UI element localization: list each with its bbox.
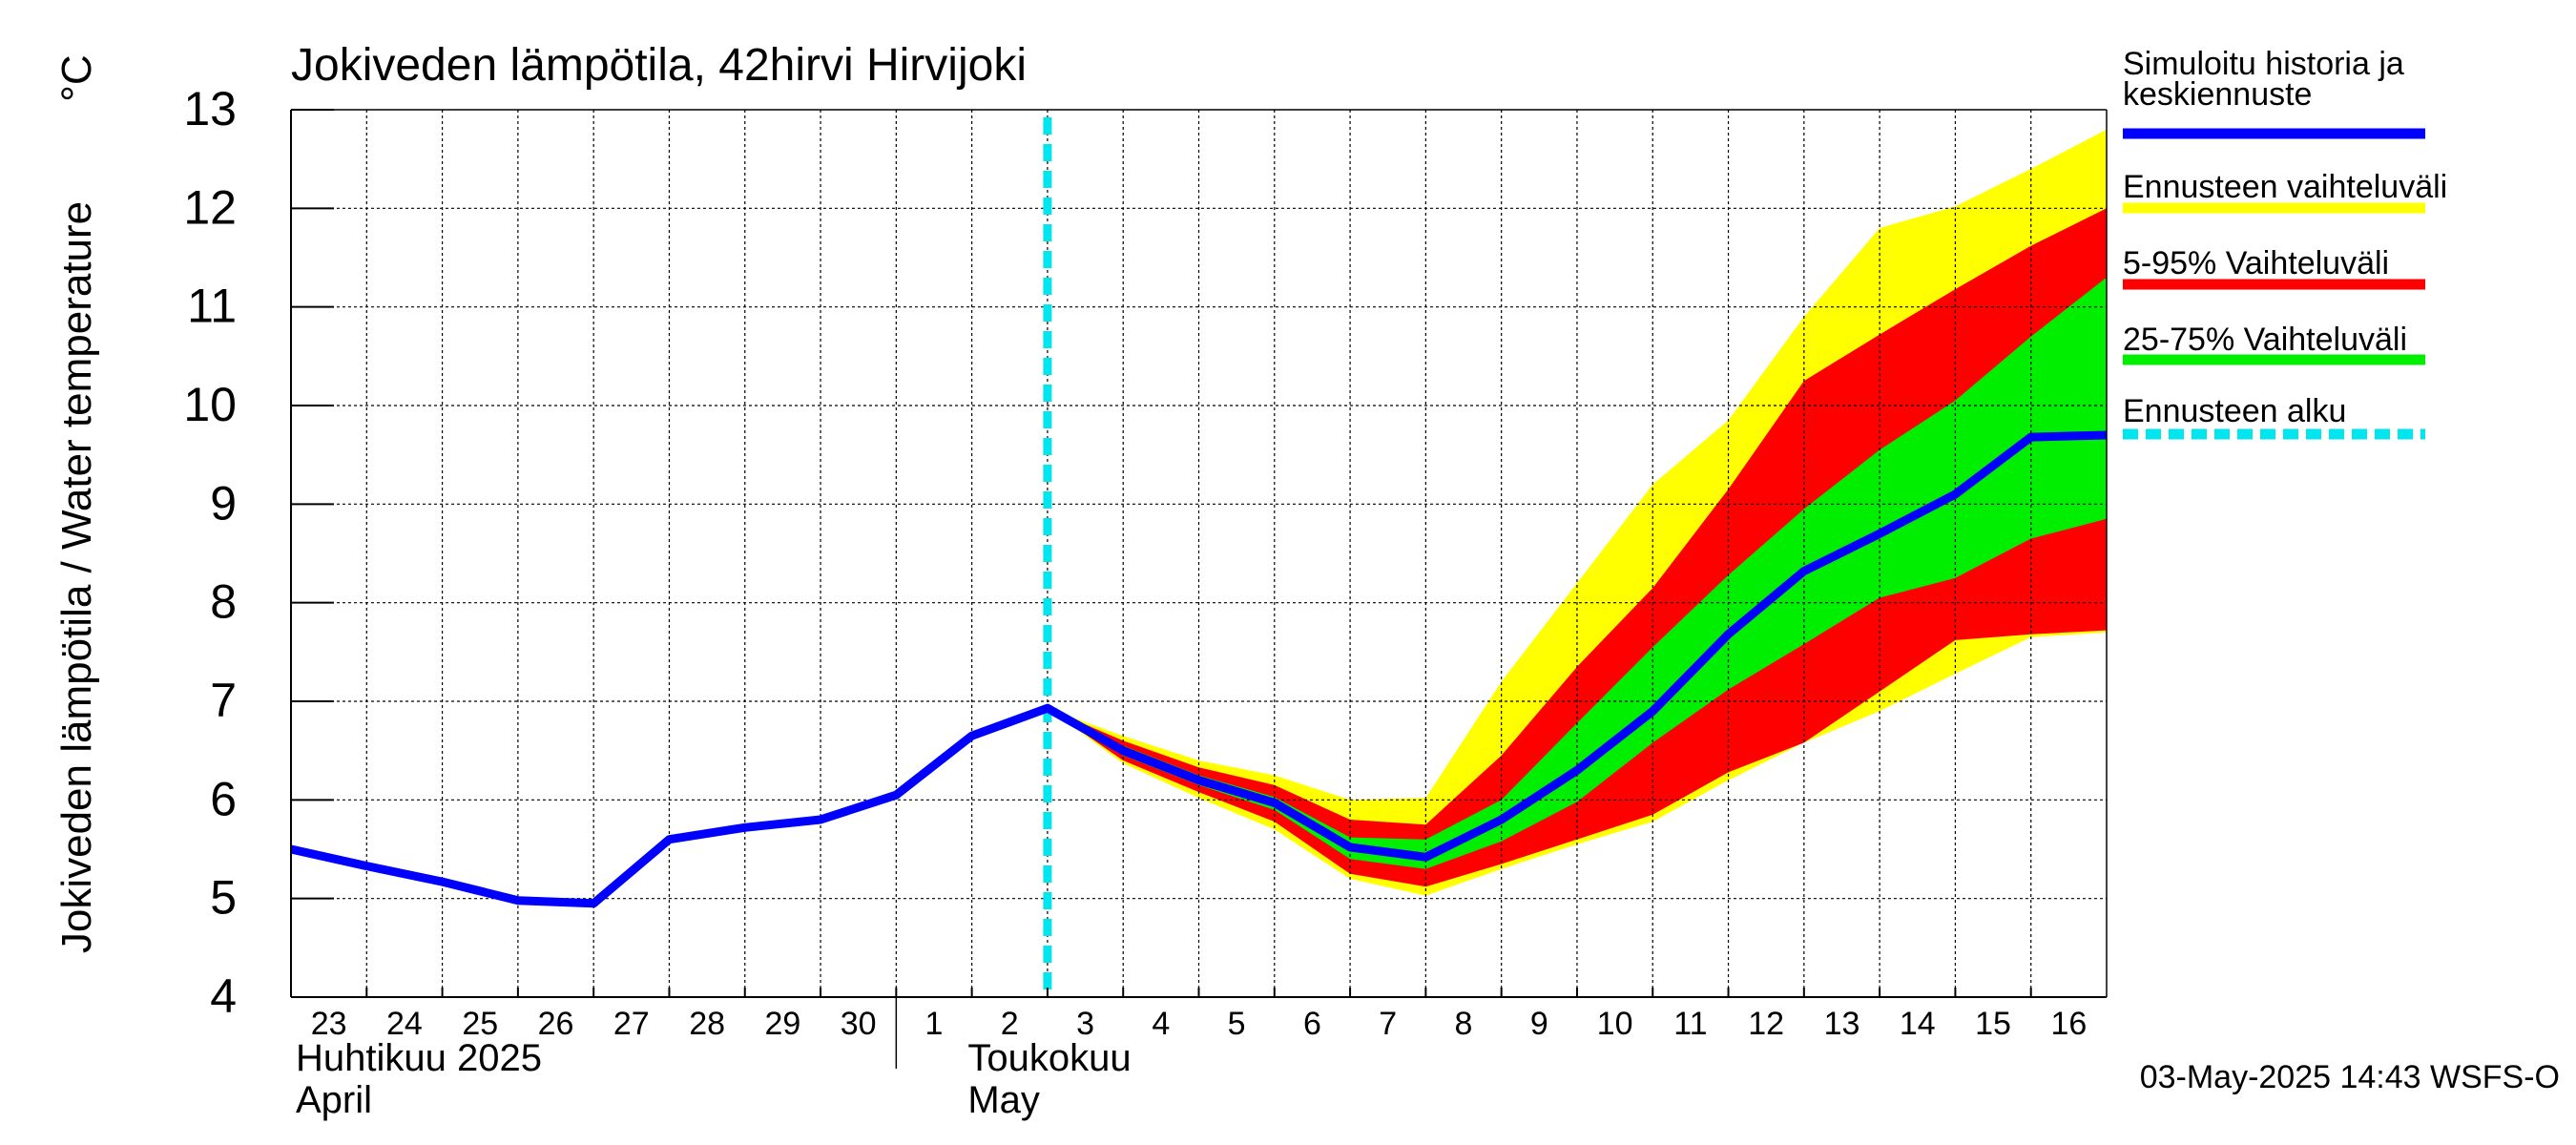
x-tick-label: 4	[1152, 1006, 1170, 1042]
legend-label: 5-95% Vaihteluväli	[2123, 245, 2389, 281]
y-axis-label: Jokiveden lämpötila / Water temperature	[53, 201, 100, 953]
x-tick-label: 6	[1303, 1006, 1321, 1042]
month-label-fi: Huhtikuu 2025	[296, 1037, 542, 1079]
y-tick-label: 7	[210, 674, 237, 727]
legend-label: keskiennuste	[2123, 76, 2312, 113]
x-tick-label: 12	[1748, 1006, 1784, 1042]
x-tick-label: 13	[1824, 1006, 1860, 1042]
x-tick-label: 5	[1228, 1006, 1246, 1042]
y-tick-label: 8	[210, 575, 237, 629]
x-tick-label: 25	[462, 1006, 498, 1042]
y-tick-label: 12	[183, 180, 237, 234]
forecast-bands	[1047, 129, 2107, 896]
x-tick-label: 14	[1900, 1006, 1936, 1042]
legend-label: Simuloitu historia ja	[2123, 46, 2404, 82]
band-25-75	[1047, 277, 2107, 869]
x-tick-label: 30	[841, 1006, 877, 1042]
mean-line	[290, 430, 2108, 908]
y-tick-label: 9	[210, 476, 237, 530]
x-tick-label: 3	[1076, 1006, 1094, 1042]
x-tick-label: 16	[2050, 1006, 2087, 1042]
x-tick-label: 29	[764, 1006, 800, 1042]
chart-title: Jokiveden lämpötila, 42hirvi Hirvijoki	[291, 40, 1027, 91]
month-label-en: April	[296, 1079, 372, 1121]
timestamp: 03-May-2025 14:43 WSFS-O	[2140, 1059, 2560, 1095]
month-label-en: May	[967, 1079, 1040, 1121]
x-tick-label: 10	[1597, 1006, 1633, 1042]
x-tick-label: 7	[1379, 1006, 1397, 1042]
y-tick-label: 5	[210, 871, 237, 925]
x-tick-label: 26	[538, 1006, 574, 1042]
x-tick-label: 27	[613, 1006, 650, 1042]
band-5-95	[1047, 208, 2107, 887]
legend-label: 25-75% Vaihteluväli	[2123, 322, 2407, 358]
x-tick-label: 24	[386, 1006, 423, 1042]
x-tick-label: 23	[311, 1006, 347, 1042]
y-tick-label: 4	[210, 969, 237, 1023]
y-tick-label: 11	[187, 280, 237, 333]
x-tick-label: 1	[925, 1006, 944, 1042]
x-tick-label: 8	[1455, 1006, 1473, 1042]
y-axis-unit: °C	[53, 54, 100, 101]
x-tick-label: 28	[689, 1006, 725, 1042]
x-tick-label: 9	[1530, 1006, 1548, 1042]
y-tick-label: 6	[210, 772, 237, 825]
x-tick-label: 15	[1975, 1006, 2011, 1042]
y-tick-label: 13	[183, 82, 237, 135]
month-label-fi: Toukokuu	[967, 1037, 1131, 1079]
y-tick-label: 10	[183, 378, 237, 431]
x-tick-label: 11	[1673, 1006, 1707, 1042]
legend-label: Ennusteen vaihteluväli	[2123, 169, 2447, 205]
x-tick-label: 2	[1001, 1006, 1019, 1042]
series-lines	[290, 117, 2108, 997]
legend-label: Ennusteen alku	[2123, 393, 2346, 429]
